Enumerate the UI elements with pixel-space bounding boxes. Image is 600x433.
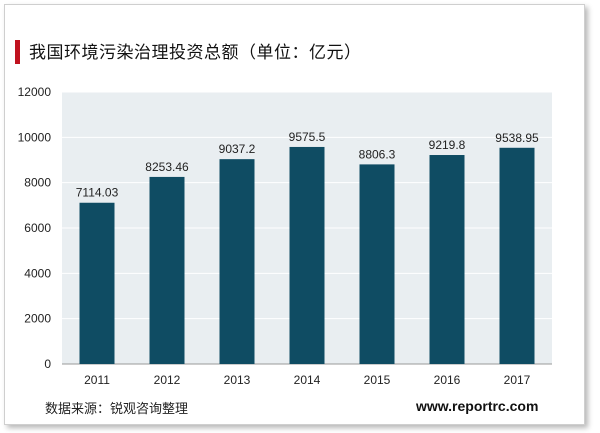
bar-2011 [79, 202, 115, 364]
bar-2014 [289, 146, 325, 364]
data-label: 8253.46 [145, 160, 189, 174]
chart-title: 我国环境污染治理投资总额（单位：亿元） [29, 43, 362, 63]
data-label: 9037.2 [219, 142, 256, 156]
y-tick-label: 10000 [18, 130, 52, 144]
x-tick-label: 2017 [504, 373, 531, 387]
x-tick-label: 2013 [224, 373, 251, 387]
data-label: 9219.8 [429, 138, 466, 152]
data-label: 8806.3 [359, 147, 396, 161]
data-label: 7114.03 [76, 186, 119, 200]
bar-2012 [149, 176, 185, 364]
data-label: 9575.5 [289, 130, 326, 144]
data-label: 9538.95 [495, 131, 539, 145]
bar-2016 [429, 155, 465, 364]
x-tick-label: 2016 [434, 373, 461, 387]
y-tick-label: 4000 [24, 266, 51, 280]
y-tick-label: 6000 [24, 221, 51, 235]
y-tick-label: 12000 [18, 85, 52, 99]
x-tick-label: 2014 [294, 373, 321, 387]
bar-2015 [359, 164, 395, 364]
y-tick-label: 2000 [24, 312, 51, 326]
y-tick-label: 0 [44, 357, 51, 371]
x-tick-label: 2011 [84, 373, 110, 387]
website-link[interactable]: www.reportrc.com [416, 398, 539, 414]
x-tick-label: 2012 [154, 373, 181, 387]
x-tick-label: 2015 [364, 373, 391, 387]
bar-2017 [499, 147, 535, 364]
bar-2013 [219, 159, 255, 364]
y-tick-label: 8000 [24, 176, 51, 190]
title-accent-bar [15, 40, 20, 64]
data-source-note: 数据来源：锐观咨询整理 [45, 402, 189, 417]
